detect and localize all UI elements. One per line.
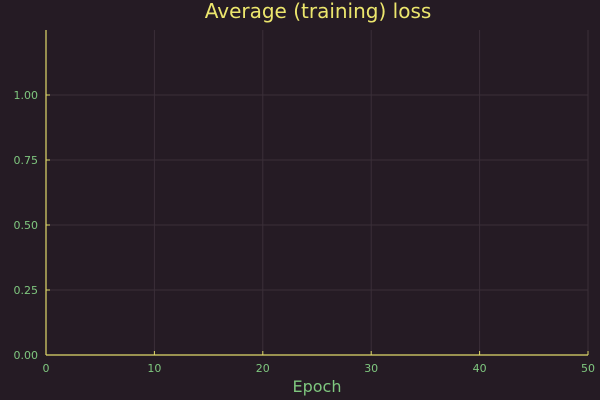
grid-lines (46, 30, 589, 355)
y-tick-label: 0.50 (14, 219, 39, 232)
y-ticks: 0.00 0.25 0.50 0.75 1.00 (14, 89, 50, 362)
y-tick-label: 0.75 (14, 154, 39, 167)
x-tick-label: 20 (256, 362, 270, 375)
x-tick-label: 0 (43, 362, 50, 375)
x-tick-label: 40 (473, 362, 487, 375)
y-tick-label: 1.00 (14, 89, 39, 102)
chart-title: Average (training) loss (205, 0, 432, 23)
x-tick-label: 30 (364, 362, 378, 375)
y-tick-label: 0.00 (14, 349, 39, 362)
x-ticks: 0 10 20 30 40 50 (43, 351, 595, 375)
y-tick-label: 0.25 (14, 284, 39, 297)
x-tick-label: 10 (147, 362, 161, 375)
x-tick-label: 50 (581, 362, 595, 375)
x-axis-label: Epoch (293, 377, 342, 396)
